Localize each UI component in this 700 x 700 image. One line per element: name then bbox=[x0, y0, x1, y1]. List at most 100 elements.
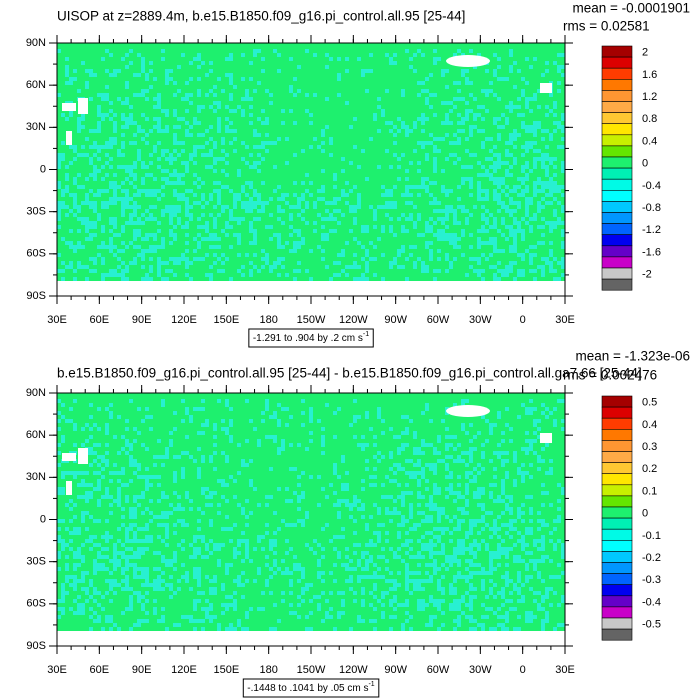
y-tick-label: 90N bbox=[26, 37, 46, 49]
colorbar-label: 0.2 bbox=[642, 463, 657, 475]
colorbar-box bbox=[601, 617, 633, 630]
land-mask bbox=[66, 131, 72, 145]
land-mask bbox=[66, 481, 72, 495]
x-tick-label: 90E bbox=[132, 664, 152, 676]
x-tick-label: 180 bbox=[259, 314, 277, 326]
land-mask bbox=[62, 103, 76, 111]
colorbar-label: -0.1 bbox=[642, 530, 661, 542]
colorbar-box bbox=[601, 451, 633, 463]
mean-label: mean = -0.0001901 bbox=[573, 1, 690, 16]
colorbar-label: 0.4 bbox=[642, 419, 657, 431]
colorbar-box bbox=[601, 167, 633, 180]
land-mask bbox=[540, 83, 552, 93]
colorbar-box bbox=[601, 223, 633, 236]
x-tick-label: 30E bbox=[555, 664, 575, 676]
x-tick-label: 30W bbox=[469, 664, 492, 676]
contour-info-superscript: -1 bbox=[368, 681, 374, 688]
colorbar-box bbox=[601, 573, 633, 585]
colorbar-box bbox=[601, 595, 633, 608]
x-tick-label: 0 bbox=[520, 314, 526, 326]
x-tick-label: 150W bbox=[297, 314, 326, 326]
colorbar-label: -0.2 bbox=[642, 552, 661, 564]
y-tick-label: 90N bbox=[26, 387, 46, 399]
anomaly-patches bbox=[57, 399, 565, 631]
colorbar-box bbox=[601, 145, 633, 158]
colorbar-label: -1.2 bbox=[642, 224, 661, 236]
x-tick-label: 150W bbox=[297, 664, 326, 676]
colorbar-box bbox=[601, 90, 633, 102]
x-tick-label: 120E bbox=[171, 664, 197, 676]
colorbar-box bbox=[601, 562, 633, 574]
colorbar-label: 0.8 bbox=[642, 113, 657, 125]
colorbar-label: 0.3 bbox=[642, 441, 657, 453]
x-tick-label: 60W bbox=[427, 314, 450, 326]
colorbar-box bbox=[601, 112, 633, 124]
x-tick-label: 120W bbox=[339, 314, 368, 326]
colorbar-box bbox=[601, 201, 633, 213]
colorbar-box bbox=[601, 528, 633, 541]
x-tick-label: 30E bbox=[47, 664, 67, 676]
y-tick-label: 60S bbox=[26, 248, 46, 260]
colorbar-label: 0 bbox=[642, 508, 648, 520]
colorbar-box bbox=[601, 79, 633, 91]
colorbar-box bbox=[601, 484, 633, 497]
colorbar-box bbox=[601, 101, 633, 113]
land-mask bbox=[446, 55, 490, 67]
x-tick-label: 120E bbox=[171, 314, 197, 326]
colorbar-box bbox=[601, 156, 633, 169]
colorbar-box bbox=[601, 539, 633, 552]
colorbar-label: 1.2 bbox=[642, 91, 657, 103]
land-mask bbox=[78, 448, 88, 464]
x-tick-label: 60E bbox=[90, 314, 110, 326]
land-mask bbox=[78, 98, 88, 114]
land-mask bbox=[57, 631, 565, 646]
colorbar-label: 0 bbox=[642, 158, 648, 170]
colorbar-box bbox=[601, 267, 633, 280]
colorbar-box bbox=[601, 245, 633, 258]
land-mask bbox=[446, 405, 490, 417]
colorbar-box bbox=[601, 506, 633, 519]
y-tick-label: 30S bbox=[26, 556, 46, 568]
colorbar-label: -1.6 bbox=[642, 246, 661, 258]
x-tick-label: 90W bbox=[384, 664, 407, 676]
colorbar-box bbox=[601, 406, 633, 419]
colorbar-box bbox=[601, 517, 633, 530]
colorbar-box bbox=[601, 56, 633, 69]
y-tick-label: 60S bbox=[26, 598, 46, 610]
colorbar-box bbox=[601, 256, 633, 269]
rms-label: rms = 0.002476 bbox=[563, 368, 657, 383]
colorbar-label: -0.3 bbox=[642, 574, 661, 586]
colorbar-box bbox=[601, 278, 633, 291]
x-tick-label: 90E bbox=[132, 314, 152, 326]
colorbar-label: -2 bbox=[642, 269, 652, 281]
anomaly-patches bbox=[57, 49, 565, 281]
colorbar-box bbox=[601, 551, 633, 563]
y-tick-label: 0 bbox=[40, 163, 46, 175]
colorbar-box bbox=[601, 473, 633, 486]
contour-info-box bbox=[248, 328, 374, 348]
y-tick-label: 30S bbox=[26, 206, 46, 218]
colorbar-label: 0.1 bbox=[642, 485, 657, 497]
y-tick-label: 90S bbox=[26, 290, 46, 302]
colorbar-box bbox=[601, 234, 633, 247]
x-tick-label: 150E bbox=[213, 314, 239, 326]
colorbar-box bbox=[601, 462, 633, 475]
colorbar-box bbox=[601, 212, 633, 224]
colorbar-box bbox=[601, 45, 633, 58]
x-tick-label: 30E bbox=[555, 314, 575, 326]
colorbar-box bbox=[601, 628, 633, 641]
colorbar-box bbox=[601, 495, 633, 508]
y-tick-label: 60N bbox=[26, 429, 46, 441]
colorbar-box bbox=[601, 190, 633, 202]
plot-title: b.e15.B1850.f09_g16.pi_control.all.95 [2… bbox=[57, 366, 642, 381]
x-tick-label: 0 bbox=[520, 664, 526, 676]
x-tick-label: 60W bbox=[427, 664, 450, 676]
contour-info-box bbox=[242, 678, 380, 698]
y-tick-label: 60N bbox=[26, 79, 46, 91]
colorbar-box bbox=[601, 134, 633, 147]
colorbar-box bbox=[601, 417, 633, 430]
colorbar-box bbox=[601, 606, 633, 619]
land-mask bbox=[540, 433, 552, 443]
y-tick-label: 0 bbox=[40, 513, 46, 525]
